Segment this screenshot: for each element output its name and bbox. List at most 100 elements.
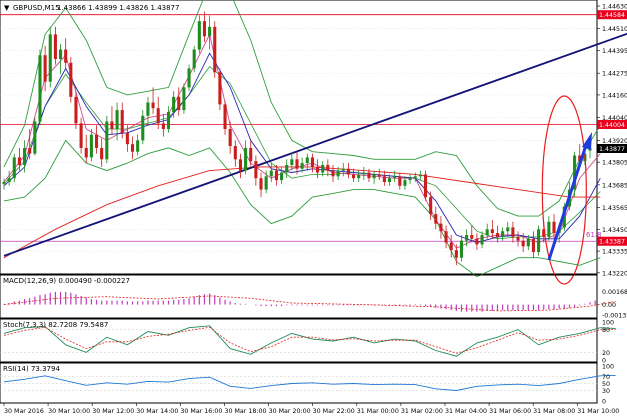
rsi-tick-label: 70 <box>602 374 610 381</box>
price-tag-label: 1.44584 <box>599 12 625 19</box>
annotations <box>541 95 592 285</box>
candle-body <box>506 227 510 232</box>
time-tick-label: 30 Mar 14:00 <box>136 408 178 415</box>
macd-plot <box>3 291 616 312</box>
candle-body <box>192 49 196 69</box>
macd-pane-frame <box>0 274 598 319</box>
candle-body <box>136 140 140 152</box>
stoch-tick-label: 20 <box>602 350 610 357</box>
time-axis: 30 Mar 2016 30 Mar 10:00 30 Mar 12:00 30 Ma… <box>3 403 619 415</box>
candle-body <box>43 55 47 82</box>
price-tag-box <box>597 119 627 129</box>
candle-body <box>531 238 535 253</box>
highlight-ellipse <box>541 95 587 285</box>
candle-body <box>526 238 530 247</box>
price-tag-label: 1.43387 <box>599 239 625 246</box>
candle-body <box>69 62 73 97</box>
time-tick-label: 30 Mar 16:00 <box>180 408 222 415</box>
stoch-tick-label: 0 <box>602 358 606 365</box>
candle-body <box>280 172 284 181</box>
candle-body <box>249 147 253 162</box>
candle-body <box>110 121 114 130</box>
candle-body <box>393 176 397 179</box>
price-tag-label: 1.43877 <box>599 146 625 153</box>
macd-pane: MACD(12,26,9) 0.000490 -0.000227 <box>0 274 616 319</box>
price-axis: 1.44630 1.44510 1.44395 1.44275 1.44160 1.440… <box>597 4 627 277</box>
price-tick-label: 1.44160 <box>602 92 627 99</box>
candle-body <box>161 123 165 130</box>
stoch-main-line <box>3 325 616 357</box>
candle-body <box>146 102 150 116</box>
candle-body <box>537 229 541 253</box>
macd-tick-label: -0.00135 <box>602 313 627 320</box>
candle-body <box>459 240 464 258</box>
candle-body <box>305 157 309 164</box>
trendline-group <box>3 32 627 257</box>
candle-body <box>449 242 453 251</box>
candle-body <box>115 110 119 130</box>
candle-body <box>23 147 27 165</box>
rsi-label: RSI(14) 73.3794 <box>3 365 60 373</box>
candle-body <box>501 231 505 237</box>
candle-body <box>94 134 99 148</box>
candle-body <box>439 223 443 232</box>
stoch-pane-frame <box>0 318 598 363</box>
candle-body <box>202 21 207 37</box>
candle-body <box>475 238 479 245</box>
candle-body <box>418 174 422 177</box>
candle-body <box>223 104 227 130</box>
candle-body <box>187 68 191 88</box>
rsi-tick-label: 30 <box>602 388 610 395</box>
price-tag-box <box>597 236 627 246</box>
rsi-pane-frame <box>0 362 598 404</box>
candle-body <box>100 147 104 160</box>
price-tick-label: 1.43920 <box>602 138 627 145</box>
arrow-shaft <box>547 141 589 261</box>
candle-body <box>408 178 412 181</box>
price-tag-label: 1.44004 <box>599 122 625 129</box>
candle-body <box>321 164 325 173</box>
candle-body <box>470 234 474 239</box>
price-grid <box>0 28 597 252</box>
overlay-bollinger-lower <box>3 139 601 278</box>
fib-label: 61.8 <box>586 231 602 239</box>
time-tick-label: 30 Mar 22:00 <box>313 408 355 415</box>
candle-body <box>259 178 263 190</box>
candle-body <box>547 221 551 237</box>
time-tick-label: 30 Mar 20:00 <box>269 408 311 415</box>
stoch-tick-label: 80 <box>602 327 610 334</box>
price-tick-label: 1.43565 <box>602 205 627 212</box>
price-tick-label: 1.44510 <box>602 26 627 33</box>
arrow-head <box>582 132 592 150</box>
candle-body <box>156 108 160 124</box>
candle-body <box>542 229 546 237</box>
candle-body <box>521 240 525 247</box>
rsi-tick-label: 50 <box>602 381 610 388</box>
header-dropdown-icon[interactable]: ▼ <box>4 4 10 12</box>
candle-body <box>300 163 304 169</box>
candle-body <box>362 172 366 175</box>
candle-body <box>264 176 268 190</box>
candle-body <box>495 233 500 237</box>
candle-body <box>79 123 83 148</box>
macd-axis: 0.001686 0.00 -0.00135 <box>602 289 627 320</box>
candle-body <box>423 174 428 198</box>
time-tick-label: 31 Mar 04:00 <box>445 408 487 415</box>
rsi-pane: RSI(14) 73.3794 <box>0 362 616 404</box>
candle-body <box>218 72 222 105</box>
candle-body <box>295 159 299 169</box>
candle-body <box>151 102 155 109</box>
price-tags: 1.44584 1.44004 1.43877 1.43387 <box>597 10 627 246</box>
candle-body <box>89 134 93 158</box>
candle-body <box>177 96 181 111</box>
ohlc-values: 1.43866 1.43899 1.43826 1.43877 <box>57 4 179 12</box>
macd-signal-line <box>3 295 616 312</box>
candle-body <box>197 21 201 50</box>
candle-body <box>12 157 16 179</box>
candle-body <box>316 166 320 173</box>
candle-body <box>28 147 32 154</box>
candle-body <box>573 155 577 190</box>
